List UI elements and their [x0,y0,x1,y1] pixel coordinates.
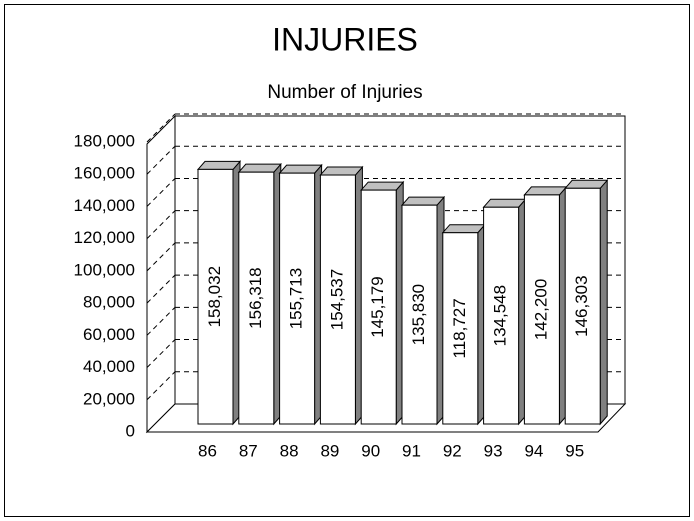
bar [523,194,560,425]
chart-subtitle: Number of Injuries [267,82,422,103]
bar-top [237,163,282,173]
bar [401,204,438,425]
bar [319,174,356,425]
bar [197,168,234,425]
x-tick-label: 93 [484,441,503,460]
x-tick-label: 91 [402,441,421,460]
y-tick-label: 140,000 [74,196,135,215]
bar-top [360,181,405,191]
grid-line [146,145,176,175]
bar [238,171,275,425]
value-label: 156,318 [246,267,265,328]
bar [442,232,479,425]
y-tick-label: 20,000 [83,389,135,408]
grid-line [146,242,176,272]
value-label: 135,830 [409,284,428,345]
x-tick-label: 95 [565,441,584,460]
value-label: 154,537 [327,269,346,330]
bar-top [400,196,446,206]
chart-title: INJURIES [272,21,418,57]
x-tick-label: 92 [443,441,462,460]
side-wall [146,114,176,434]
x-tick-label: 89 [320,441,339,460]
y-tick-label: 80,000 [83,293,135,312]
y-tick-label: 120,000 [74,228,135,247]
value-label: 146,303 [572,275,591,336]
y-tick-label: 160,000 [74,164,135,183]
grid-line [146,371,176,401]
x-tick-label: 88 [280,441,299,460]
grid-line [146,113,176,143]
y-tick-label: 0 [126,421,135,440]
grid-line [146,178,176,207]
x-tick-label: 86 [198,441,217,460]
bar [483,206,520,425]
value-label: 145,179 [368,276,387,337]
bar-top [278,164,323,174]
x-tick-label: 87 [239,441,258,460]
bar-top [441,224,486,234]
bar-top [564,179,609,189]
bar-top [482,198,527,208]
bar [360,189,397,425]
y-tick-label: 60,000 [83,325,135,344]
bar [279,172,316,425]
y-tick-label: 180,000 [74,131,135,150]
grid-line [146,274,176,304]
grid-line [146,339,176,368]
y-tick-label: 100,000 [74,260,135,279]
bar-top [196,160,242,170]
bar-top [523,186,568,196]
value-label: 118,727 [450,298,469,358]
bar-side [599,178,608,426]
grid-line [146,210,176,240]
value-label: 155,713 [287,268,306,329]
x-tick-label: 94 [524,441,543,460]
value-label: 142,200 [531,279,550,340]
x-tick-label: 90 [361,441,380,460]
bar [564,187,601,425]
value-label: 134,548 [491,285,510,346]
y-tick-label: 40,000 [83,357,135,376]
bar-top [319,166,364,176]
grid-line [146,306,176,336]
value-label: 158,032 [205,266,224,327]
